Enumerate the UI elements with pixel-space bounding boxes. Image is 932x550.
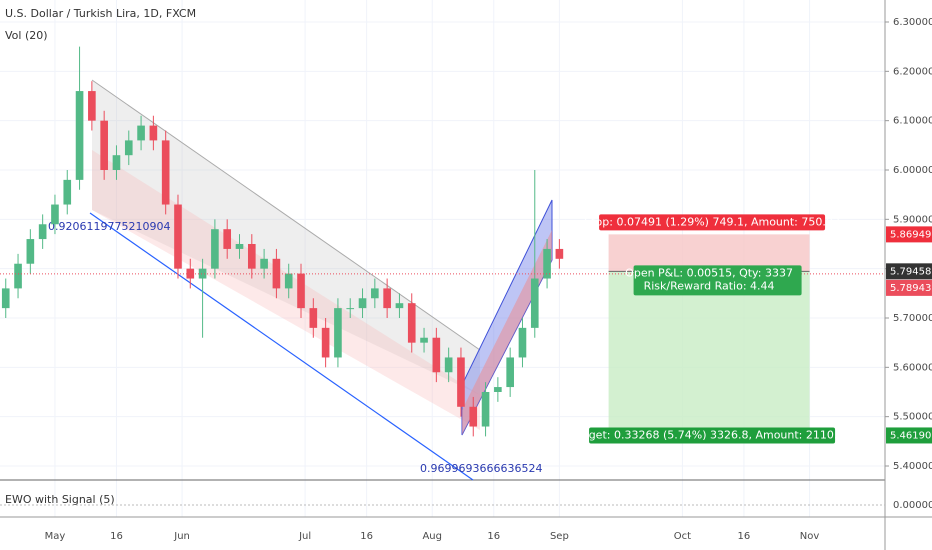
rr-text: Risk/Reward Ratio: 4.44 — [644, 279, 775, 292]
y-tick-label: 6.00000 — [893, 165, 932, 176]
x-tick-label: Jun — [173, 531, 190, 542]
candle-body — [383, 288, 391, 309]
target-text: Target: 0.33268 (5.74%) 3326.8, Amount: … — [572, 428, 852, 441]
y-tick-label: 5.40000 — [893, 461, 932, 472]
ewo-tick-label: 0.00000 — [893, 500, 932, 511]
candle-body — [309, 308, 318, 328]
candle-body — [235, 243, 244, 249]
price-label-box — [886, 279, 932, 296]
stop-text-box — [599, 214, 826, 231]
candle-body — [247, 243, 256, 269]
candle-body — [506, 357, 514, 388]
candle-body — [555, 248, 564, 259]
price-label-box — [886, 427, 932, 444]
chart-title: U.S. Dollar / Turkish Lira, 1D, FXCM — [5, 7, 196, 20]
candle-body — [223, 229, 232, 249]
price-label-box — [886, 226, 932, 243]
price-label: 5.78943 — [890, 283, 931, 294]
price-label: 5.46190 — [890, 430, 931, 441]
x-tick-label: Sep — [550, 531, 569, 542]
candle-body — [469, 406, 478, 427]
x-tick-label: Jul — [298, 531, 311, 542]
y-tick-label: 5.90000 — [893, 214, 932, 225]
candle-body — [174, 204, 182, 269]
candle-body — [75, 91, 84, 180]
candle-body — [124, 140, 133, 156]
drawings: 0.9206119775210904 0.9699693666636524 — [48, 79, 553, 481]
x-tick-label: Nov — [800, 531, 820, 542]
annotation: 0.9206119775210904 — [48, 220, 170, 233]
candle-body — [186, 268, 195, 279]
candle-body — [112, 155, 121, 170]
candle-body — [26, 239, 35, 264]
x-tick-label: 16 — [110, 531, 123, 542]
candle-body — [371, 288, 379, 299]
candle-body — [395, 303, 404, 309]
candle-body — [1, 288, 10, 309]
candle-body — [88, 91, 96, 121]
candle-body — [420, 337, 428, 343]
candle-body — [407, 303, 416, 343]
target-text-box — [589, 427, 836, 444]
candle-body — [100, 120, 108, 170]
candle-body — [530, 278, 539, 328]
candle-body — [284, 273, 293, 289]
candle-body — [321, 327, 330, 358]
candle-body — [14, 263, 22, 289]
x-tick-label: May — [45, 531, 66, 542]
candle-body — [297, 273, 305, 309]
candle-body — [63, 179, 72, 205]
candle-body — [432, 337, 441, 373]
candle-body — [518, 327, 527, 358]
stop-text: Stop: 0.07491 (1.29%) 749.1, Amount: 750… — [584, 215, 840, 228]
candle-body — [543, 248, 551, 279]
candle-body — [211, 229, 219, 269]
candle-body — [149, 125, 158, 141]
candle-body — [137, 125, 145, 141]
candle-body — [334, 308, 342, 358]
candle-body — [346, 308, 355, 310]
trend-line — [89, 212, 474, 481]
y-tick-label: 6.20000 — [893, 66, 932, 77]
price-label-box — [886, 263, 932, 280]
x-tick-label: 16 — [487, 531, 500, 542]
y-tick-label: 5.50000 — [893, 412, 932, 423]
x-tick-label: 16 — [360, 531, 373, 542]
candle-body — [51, 204, 59, 225]
x-tick-label: Oct — [674, 531, 691, 542]
channel-fill — [92, 80, 480, 395]
stop-zone — [608, 234, 810, 272]
price-label: 5.79458 — [890, 266, 931, 277]
x-tick-label: Aug — [422, 531, 442, 542]
target-zone — [608, 271, 810, 436]
price-label: 5.86949 — [890, 229, 931, 240]
y-tick-label: 6.10000 — [893, 116, 932, 127]
annotation: 0.9699693666636524 — [420, 462, 542, 475]
candle-body — [481, 391, 490, 427]
channel-fill — [92, 150, 480, 430]
candle-body — [358, 298, 367, 309]
y-tick-label: 5.60000 — [893, 362, 932, 373]
up-channel-fill — [462, 230, 552, 435]
candle-body — [494, 387, 502, 392]
candle-body — [198, 268, 207, 279]
candle-body — [260, 258, 268, 269]
pnl-text: Open P&L: 0.00515, Qty: 3337 — [625, 266, 793, 279]
x-tick-label: 16 — [738, 531, 751, 542]
candle-body — [161, 140, 170, 205]
candle-body — [444, 357, 453, 373]
indicator-label: Vol (20) — [5, 29, 48, 42]
candle-body — [457, 357, 465, 407]
candle-body — [38, 224, 47, 240]
pnl-box — [633, 265, 802, 296]
indicator-label: EWO with Signal (5) — [5, 493, 115, 506]
y-tick-label: 5.70000 — [893, 313, 932, 324]
y-tick-label: 6.30000 — [893, 17, 932, 28]
